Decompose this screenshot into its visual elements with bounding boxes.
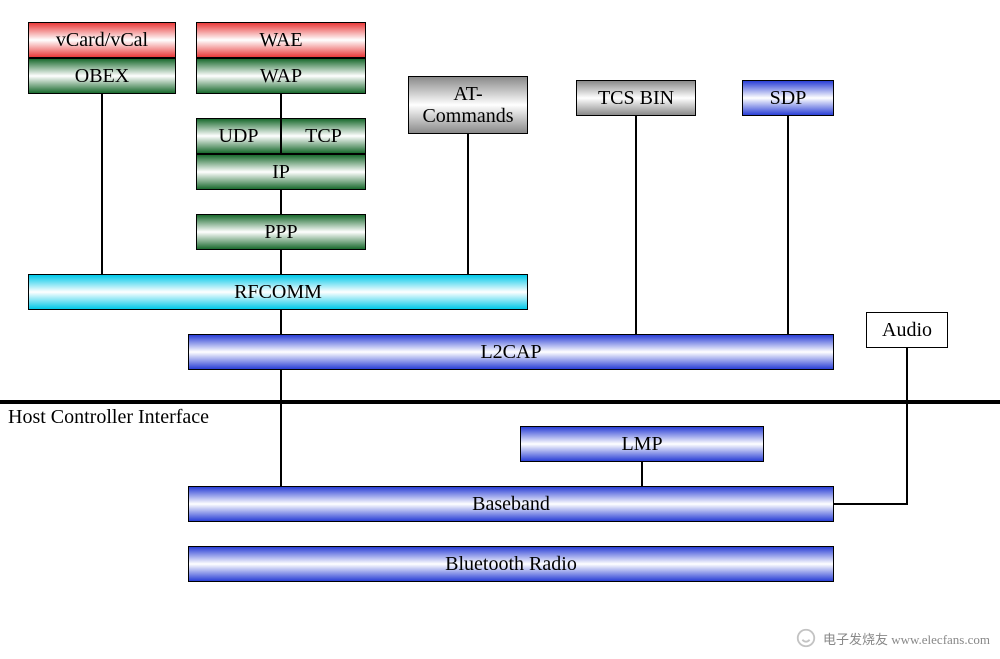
- watermark: 电子发烧友 www.elecfans.com: [795, 627, 990, 649]
- connector: [280, 250, 282, 274]
- box-lmp: LMP: [520, 426, 764, 462]
- box-vcard: vCard/vCal: [28, 22, 176, 58]
- connector: [280, 94, 282, 118]
- box-sdp: SDP: [742, 80, 834, 116]
- box-l2cap: L2CAP: [188, 334, 834, 370]
- connector: [280, 370, 282, 486]
- box-audio: Audio: [866, 312, 948, 348]
- box-rfcomm: RFCOMM: [28, 274, 528, 310]
- box-tcs: TCS BIN: [576, 80, 696, 116]
- box-tcp: TCP: [281, 118, 366, 154]
- connector: [787, 116, 789, 334]
- box-wae: WAE: [196, 22, 366, 58]
- hci-label: Host Controller Interface: [8, 406, 209, 429]
- box-at: AT- Commands: [408, 76, 528, 134]
- connector: [641, 462, 643, 486]
- box-baseband: Baseband: [188, 486, 834, 522]
- hci-line: [0, 400, 1000, 404]
- box-ip: IP: [196, 154, 366, 190]
- connector: [635, 116, 637, 334]
- connector: [280, 190, 282, 214]
- box-wap: WAP: [196, 58, 366, 94]
- connector: [101, 94, 103, 274]
- box-radio: Bluetooth Radio: [188, 546, 834, 582]
- box-udp: UDP: [196, 118, 281, 154]
- connector: [906, 348, 908, 504]
- connector: [280, 310, 282, 334]
- box-ppp: PPP: [196, 214, 366, 250]
- connector: [467, 134, 469, 274]
- box-obex: OBEX: [28, 58, 176, 94]
- connector: [834, 503, 908, 505]
